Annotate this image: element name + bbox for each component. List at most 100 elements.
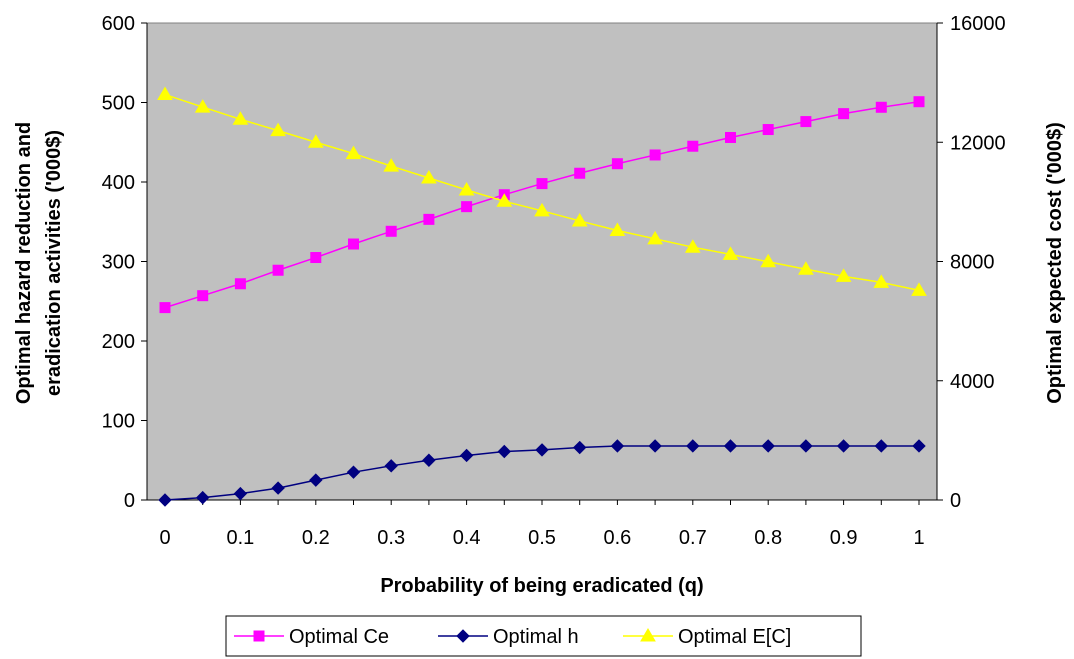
series-ce-point: [762, 124, 774, 136]
series-ce-point: [649, 149, 661, 161]
series-ce-point: [348, 238, 359, 250]
series-h-point: [233, 486, 248, 501]
series-h-point: [346, 465, 361, 479]
series-h-point: [535, 443, 549, 457]
x-axis-title: Probability of being eradicated (q): [380, 575, 703, 597]
series-ec-point: [873, 274, 890, 288]
series-ec-point: [571, 212, 588, 227]
series-ec-point: [798, 261, 814, 275]
y-tick-label: 100: [102, 411, 135, 433]
x-tick-label: 0.1: [226, 527, 254, 549]
series-ce-point: [159, 302, 171, 314]
series-ec-point: [684, 239, 701, 253]
series-ce-point: [875, 101, 887, 113]
series-h-point: [723, 439, 738, 453]
series-h-point: [309, 473, 323, 487]
series-ce-point: [272, 264, 284, 276]
y-axis-ticks: 0 100 200 300 400 500 600: [102, 13, 148, 512]
series-ec-point: [609, 222, 626, 236]
x-tick-label: 1: [913, 527, 924, 549]
series-ec-point: [760, 253, 777, 268]
y-tick-label: 600: [102, 13, 135, 35]
series-ce: [159, 96, 925, 314]
series-h-point: [912, 439, 926, 453]
legend-swatch-marker: [253, 630, 265, 642]
series-h-point: [459, 448, 474, 463]
series-h-point: [572, 440, 587, 455]
series-ec-point: [496, 193, 513, 207]
x-tick-label: 0.5: [528, 527, 556, 549]
series-ec-point: [911, 282, 927, 296]
series-h-point: [836, 439, 851, 453]
series-ec-point: [421, 170, 437, 184]
y-tick-label: 400: [102, 172, 135, 194]
series-h-point: [610, 439, 625, 453]
legend-box: [225, 615, 862, 657]
series-h-point: [384, 459, 398, 473]
series-ec-point: [383, 158, 400, 172]
series-ec-point: [194, 99, 211, 113]
series-ec-point: [345, 145, 362, 160]
legend: Optimal Ce Optimal h Optimal E[C]: [225, 615, 862, 657]
legend-label: Optimal E[C]: [678, 626, 791, 648]
x-tick-label: 0.7: [679, 527, 707, 549]
x-tick-label: 0.4: [453, 527, 481, 549]
series-h-point: [158, 493, 172, 507]
y2-tick-label: 8000: [950, 252, 995, 274]
y2-tick-label: 4000: [950, 371, 995, 393]
legend-swatch-marker: [456, 629, 470, 643]
series-ec-point: [835, 268, 852, 282]
series-h-point: [271, 481, 285, 495]
x-tick-label: 0.8: [754, 527, 782, 549]
series-ce-point: [234, 278, 246, 290]
series-ec-point: [722, 246, 739, 260]
x-tick-label: 0.3: [377, 527, 405, 549]
y2-tick-label: 16000: [950, 13, 1006, 35]
y2-axis-ticks: 0 4000 8000 12000 16000: [936, 13, 1006, 512]
series-ce-point: [574, 167, 586, 179]
x-tick-label: 0.2: [302, 527, 330, 549]
x-axis-ticks: 0 0.1 0.2 0.3 0.4 0.5 0.6 0.7 0.8 0.9 1: [147, 499, 937, 549]
legend-item-ce: Optimal Ce: [234, 626, 389, 648]
series-ec-point: [270, 122, 286, 137]
legend-item-h: Optimal h: [438, 626, 579, 648]
series-h-point: [195, 490, 210, 505]
y2-axis-title: Optimal expected cost ('000$): [1044, 122, 1066, 404]
legend-items: Optimal Ce Optimal h Optimal E[C]: [234, 626, 791, 648]
series-ce-point: [423, 213, 435, 225]
series-ce-point: [197, 290, 209, 302]
legend-label: Optimal h: [493, 626, 579, 648]
series-h-point: [422, 453, 436, 467]
y-tick-label: 200: [102, 331, 135, 353]
x-tick-label: 0.6: [603, 527, 631, 549]
series-ec-point: [307, 134, 324, 148]
series-ec-point: [534, 202, 550, 217]
legend-swatch-marker: [640, 628, 656, 642]
series-ce-point: [725, 131, 736, 143]
series-h-point: [799, 439, 813, 453]
series-ce-point: [611, 158, 623, 170]
legend-item-ec: Optimal E[C]: [623, 626, 791, 648]
y-tick-label: 500: [102, 93, 135, 115]
series-ce-point: [913, 96, 925, 108]
y-tick-label: 0: [124, 490, 135, 512]
x-tick-label: 0.9: [830, 527, 858, 549]
series-h-point: [497, 444, 512, 459]
plot-area: [146, 22, 938, 501]
series-h-point: [648, 439, 662, 453]
series-ce-point: [385, 225, 397, 237]
series-ec-point: [458, 181, 475, 196]
series-h: [158, 439, 926, 507]
x-tick-label: 0: [159, 527, 170, 549]
y-axis-title-line-2: eradication activities ('000$): [43, 130, 65, 396]
series-layer: [157, 86, 927, 507]
y2-tick-label: 12000: [950, 132, 1006, 154]
y-tick-label: 300: [102, 252, 135, 274]
series-ec-point: [647, 230, 663, 245]
series-ce-point: [536, 178, 548, 190]
series-ce-point: [800, 116, 812, 128]
series-ce-point: [687, 140, 699, 152]
series-ec-point: [232, 111, 249, 125]
series-ce-point: [838, 108, 850, 120]
series-ce-point: [310, 252, 322, 264]
